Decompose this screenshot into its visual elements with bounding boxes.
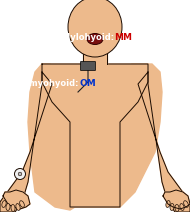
Ellipse shape bbox=[87, 33, 103, 45]
Circle shape bbox=[18, 172, 22, 176]
Ellipse shape bbox=[68, 0, 122, 57]
Polygon shape bbox=[138, 72, 190, 212]
Text: Mylohyoid:: Mylohyoid: bbox=[62, 32, 117, 42]
Ellipse shape bbox=[170, 204, 174, 211]
Ellipse shape bbox=[16, 204, 20, 211]
Text: Omyohyoid:: Omyohyoid: bbox=[22, 80, 81, 88]
Ellipse shape bbox=[11, 205, 15, 212]
Polygon shape bbox=[42, 64, 148, 207]
Polygon shape bbox=[0, 72, 52, 212]
Ellipse shape bbox=[20, 201, 24, 207]
Circle shape bbox=[14, 169, 25, 180]
Ellipse shape bbox=[6, 204, 10, 211]
Text: MM: MM bbox=[114, 32, 132, 42]
Polygon shape bbox=[163, 190, 190, 209]
Ellipse shape bbox=[166, 201, 170, 207]
Ellipse shape bbox=[175, 205, 179, 212]
Ellipse shape bbox=[180, 204, 184, 211]
Text: OM: OM bbox=[80, 80, 97, 88]
Ellipse shape bbox=[184, 201, 188, 207]
Ellipse shape bbox=[2, 201, 6, 207]
Polygon shape bbox=[28, 64, 162, 210]
FancyBboxPatch shape bbox=[81, 61, 96, 71]
Polygon shape bbox=[83, 52, 107, 64]
Polygon shape bbox=[3, 190, 30, 209]
